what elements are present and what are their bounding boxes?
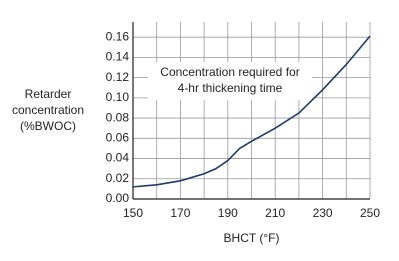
y-tick-label: 0.02 <box>106 171 130 185</box>
y-tick-label: 0.04 <box>106 151 130 165</box>
y-tick-label: 0.10 <box>106 90 130 104</box>
y-tick-label: 0.06 <box>106 130 130 144</box>
x-tick-label: 170 <box>170 206 190 220</box>
x-tick-label: 230 <box>313 206 333 220</box>
annotation-box <box>148 62 312 100</box>
x-tick-label: 210 <box>265 206 285 220</box>
x-tick-label: 190 <box>218 206 238 220</box>
x-tick-label: 150 <box>123 206 143 220</box>
y-tick-label: 0.16 <box>106 29 130 43</box>
y-axis-label: concentration <box>12 103 84 117</box>
data-line <box>132 35 371 188</box>
y-axis-label: (%BWOC) <box>20 119 76 133</box>
y-axis-label: Retarder <box>25 87 72 101</box>
x-axis-label: BHCT (°F) <box>224 231 280 245</box>
annotation: Concentration required for <box>160 65 299 79</box>
y-tick-label: 0.00 <box>106 191 130 205</box>
annotation: 4-hr thickening time <box>178 81 283 95</box>
y-tick-label: 0.14 <box>106 50 130 64</box>
x-tick-label: 250 <box>360 206 380 220</box>
y-tick-label: 0.08 <box>106 110 130 124</box>
y-tick-label: 0.12 <box>106 70 130 84</box>
